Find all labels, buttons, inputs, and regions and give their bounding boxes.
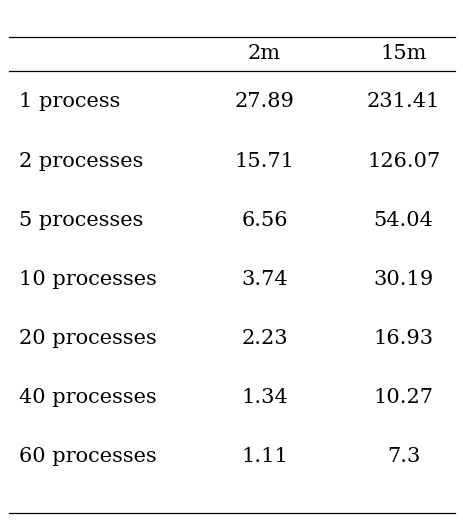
Text: 54.04: 54.04 (373, 211, 433, 230)
Text: 2.23: 2.23 (241, 329, 287, 348)
Text: 15m: 15m (380, 44, 426, 63)
Text: 30.19: 30.19 (373, 270, 433, 289)
Text: 2m: 2m (247, 44, 281, 63)
Text: 40 processes: 40 processes (19, 388, 156, 407)
Text: 7.3: 7.3 (386, 447, 419, 466)
Text: 126.07: 126.07 (366, 152, 439, 170)
Text: 2 processes: 2 processes (19, 152, 143, 170)
Text: 3.74: 3.74 (241, 270, 287, 289)
Text: 1 process: 1 process (19, 93, 119, 111)
Text: 15.71: 15.71 (234, 152, 294, 170)
Text: 60 processes: 60 processes (19, 447, 156, 466)
Text: 5 processes: 5 processes (19, 211, 143, 230)
Text: 6.56: 6.56 (241, 211, 287, 230)
Text: 1.34: 1.34 (241, 388, 287, 407)
Text: 231.41: 231.41 (366, 93, 439, 111)
Text: 27.89: 27.89 (234, 93, 294, 111)
Text: 20 processes: 20 processes (19, 329, 156, 348)
Text: 10 processes: 10 processes (19, 270, 156, 289)
Text: 10.27: 10.27 (373, 388, 433, 407)
Text: 16.93: 16.93 (373, 329, 433, 348)
Text: 1.11: 1.11 (240, 447, 288, 466)
